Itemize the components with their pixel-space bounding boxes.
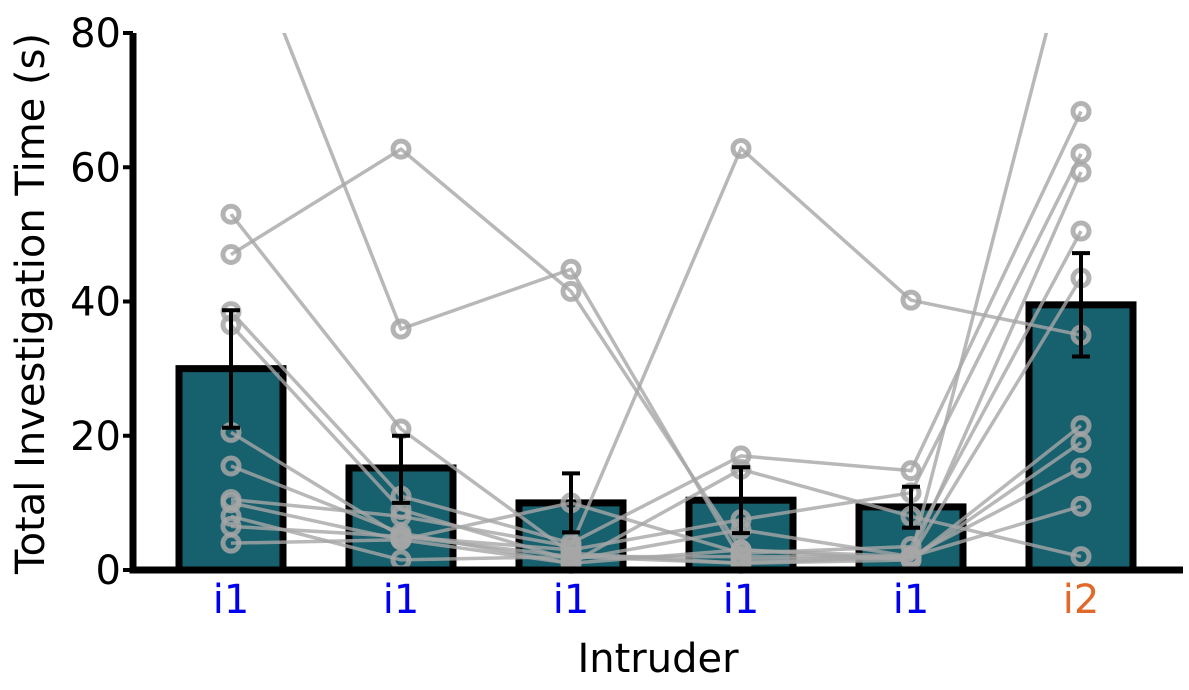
subject-point: [220, 532, 242, 554]
x-axis-title: Intruder: [577, 636, 739, 682]
subject-point: [730, 445, 752, 467]
subject-point: [730, 137, 752, 159]
x-tick-label-3: i1: [553, 577, 590, 623]
error-bar-3: [562, 471, 580, 535]
subject-point: [220, 455, 242, 477]
subject-line-11: [230, 467, 1082, 566]
error-bar-2: [392, 433, 410, 505]
subject-point: [1070, 457, 1092, 479]
subject-point: [390, 138, 412, 160]
subject-point: [1070, 220, 1092, 242]
subject-point: [1070, 431, 1092, 453]
error-bar-1: [222, 308, 240, 430]
subject-point: [220, 203, 242, 225]
y-tick-label: 80: [70, 11, 121, 57]
x-tick-label-5: i1: [893, 577, 930, 623]
subject-point: [390, 318, 412, 340]
subject-point: [220, 505, 242, 527]
axes: 0 20 40 60 80 i1 i1 i1 i1 i1 i2: [70, 11, 1183, 623]
error-bar-6: [1072, 251, 1090, 359]
x-tick-label-2: i1: [383, 577, 420, 623]
x-tick-label-6: i2: [1063, 577, 1100, 623]
error-bars: [222, 251, 1090, 536]
error-bar-5: [902, 484, 920, 530]
y-tick-label: 0: [96, 548, 121, 594]
subject-point: [1070, 143, 1092, 165]
subject-point: [1070, 546, 1092, 568]
subject-line-3: [229, 110, 1083, 546]
subject-point: [560, 258, 582, 280]
y-tick-label: 40: [70, 280, 121, 326]
y-tick-label: 60: [70, 145, 121, 191]
y-tick-label: 20: [70, 414, 121, 460]
subject-line-12: [282, 33, 1049, 562]
subject-point: [1070, 495, 1092, 517]
subject-point: [560, 280, 582, 302]
subject-line-10: [230, 153, 1083, 552]
subject-point: [1070, 101, 1092, 123]
y-axis-title: Total Investigation Time (s): [8, 33, 54, 575]
x-tick-label-4: i1: [723, 577, 760, 623]
subject-point: [900, 460, 922, 482]
error-bar-4: [732, 465, 750, 536]
subject-point: [900, 546, 922, 568]
subject-point: [390, 529, 412, 551]
subject-point: [220, 492, 242, 514]
subject-line-7: [230, 145, 1082, 549]
subject-point: [560, 539, 582, 561]
subject-point: [900, 289, 922, 311]
subject-line-6: [230, 277, 1083, 566]
subject-line-9: [230, 466, 1082, 566]
x-tick-label-1: i1: [213, 577, 250, 623]
subject-point: [390, 505, 412, 527]
subject-point: [220, 244, 242, 266]
